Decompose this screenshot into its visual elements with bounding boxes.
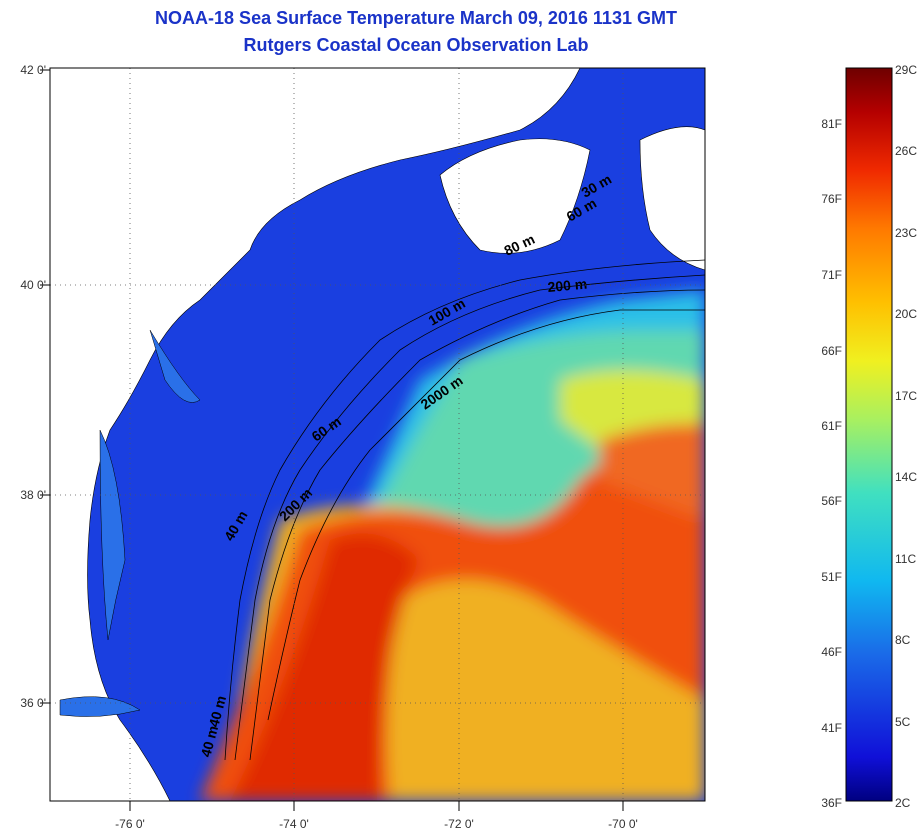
f-label: 61F	[821, 419, 842, 433]
f-label: 46F	[821, 645, 842, 659]
map-subtitle: Rutgers Coastal Ocean Observation Lab	[243, 35, 589, 55]
celsius-scale: 29C 26C 23C 20C 17C 14C 11C 8C 5C 2C	[895, 63, 917, 810]
graticule	[50, 68, 705, 801]
f-label: 51F	[821, 570, 842, 584]
f-label: 41F	[821, 721, 842, 735]
contour-label: 40 m	[197, 724, 221, 759]
lat-label: 38 0'	[20, 488, 46, 502]
c-label: 23C	[895, 226, 917, 240]
c-label: 26C	[895, 144, 917, 158]
map-title: NOAA-18 Sea Surface Temperature March 09…	[155, 8, 677, 28]
contour-label: 200 m	[547, 276, 588, 295]
contour-label: 40 m	[205, 694, 229, 729]
f-label: 71F	[821, 268, 842, 282]
lon-label: -72 0'	[444, 817, 474, 831]
f-label: 56F	[821, 494, 842, 508]
fahrenheit-scale: 81F 76F 71F 66F 61F 56F 51F 46F 41F 36F	[821, 117, 842, 810]
f-label: 36F	[821, 796, 842, 810]
c-label: 5C	[895, 715, 911, 729]
colorbar-gradient	[845, 67, 893, 802]
map-frame	[49, 67, 706, 802]
lat-label: 36 0'	[20, 696, 46, 710]
c-label: 20C	[895, 307, 917, 321]
c-label: 29C	[895, 63, 917, 77]
c-label: 8C	[895, 633, 911, 647]
latitude-labels: 42 0' 40 0' 38 0' 36 0'	[20, 63, 46, 710]
land-mass	[50, 68, 705, 801]
f-label: 66F	[821, 344, 842, 358]
longitude-labels: -76 0' -74 0' -72 0' -70 0'	[115, 817, 638, 831]
c-label: 2C	[895, 796, 911, 810]
c-label: 11C	[895, 552, 916, 566]
lon-label: -76 0'	[115, 817, 145, 831]
colorbar: 81F 76F 71F 66F 61F 56F 51F 46F 41F 36F …	[821, 63, 917, 810]
f-label: 76F	[821, 192, 842, 206]
bathymetry-contours	[224, 259, 705, 761]
c-label: 17C	[895, 389, 917, 403]
f-label: 81F	[821, 117, 842, 131]
c-label: 14C	[895, 470, 917, 484]
lon-label: -70 0'	[608, 817, 638, 831]
lat-label: 42 0'	[20, 63, 46, 77]
map-area: 40 m 40 m 40 m 60 m 60 m 80 m 100 m 200 …	[50, 68, 705, 801]
lat-label: 40 0'	[20, 278, 46, 292]
lon-label: -74 0'	[279, 817, 309, 831]
axis-ticks	[40, 69, 624, 811]
